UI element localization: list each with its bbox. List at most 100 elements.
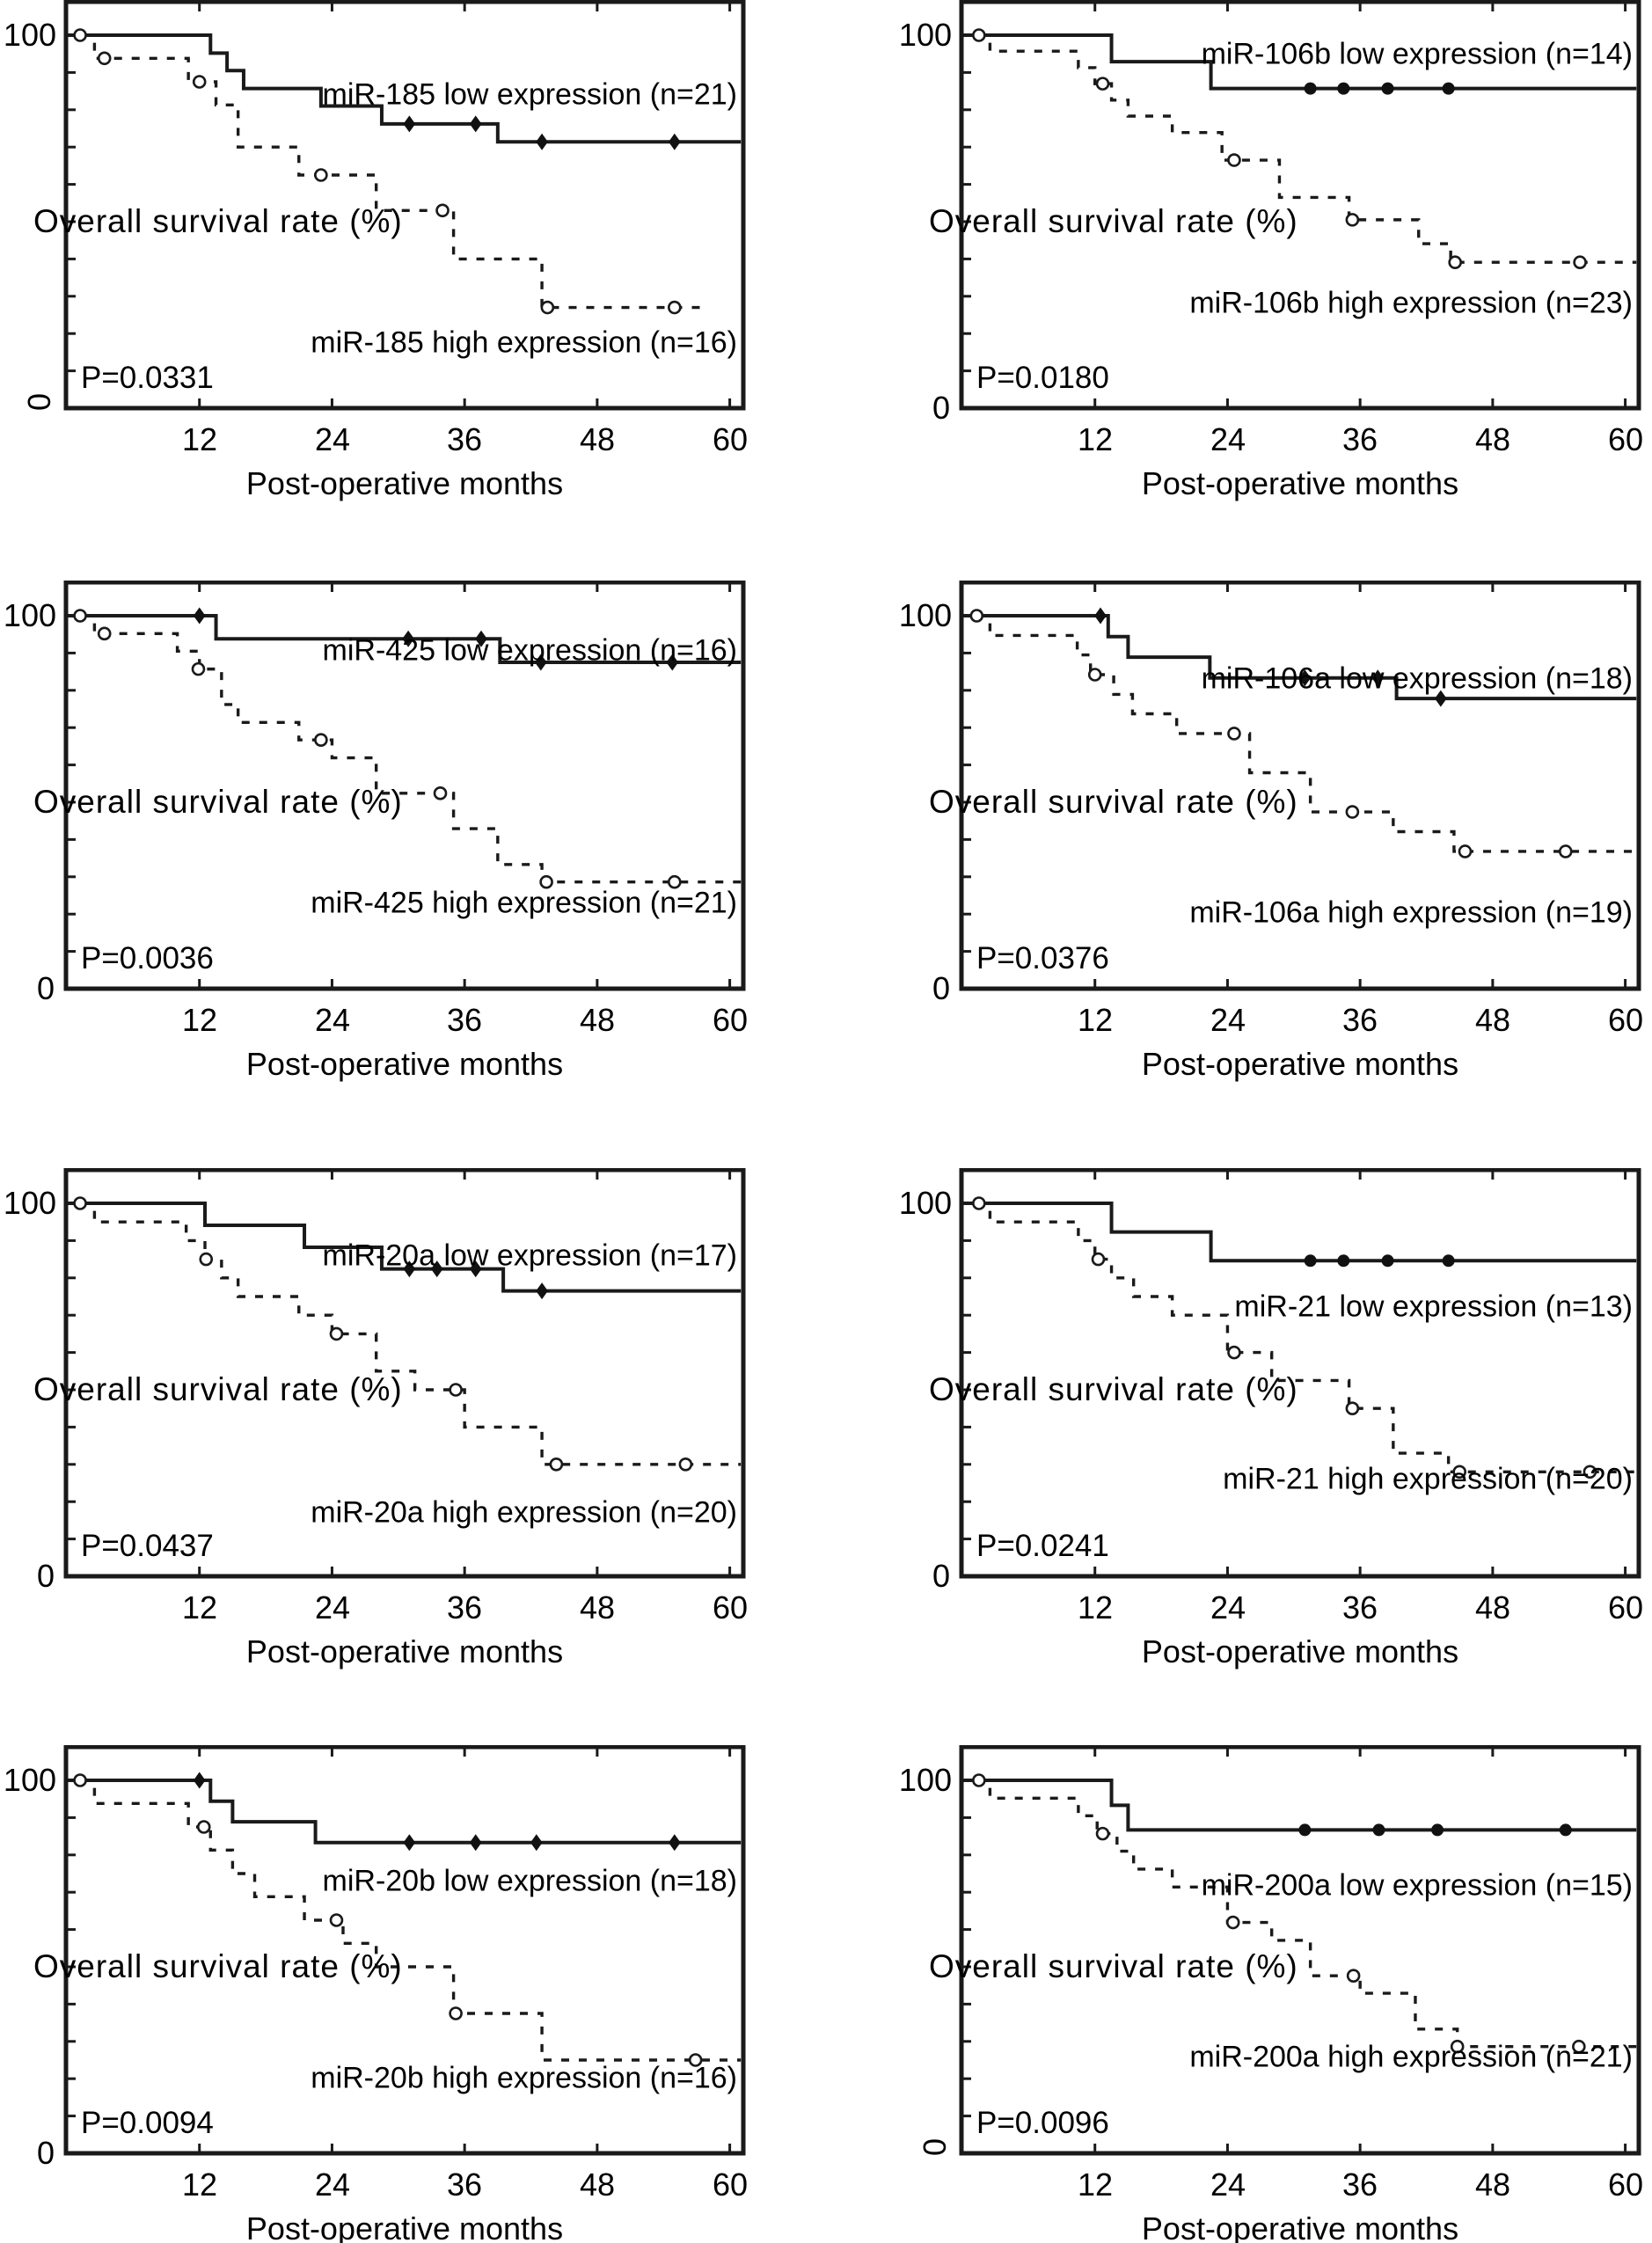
legend-low-expression: miR-20a low expression (n=17) (322, 1238, 737, 1273)
survival-panel-miR-200a: Overall survival rate (%) 100 0 miR-200a… (895, 1745, 1652, 2243)
x-axis-title: Post-operative months (1141, 2210, 1459, 2243)
survival-panel-miR-20b: Overall survival rate (%) 100 0 miR-20b … (0, 1745, 757, 2243)
x-tick-label: 12 (181, 2166, 218, 2203)
x-tick-label: 60 (712, 421, 749, 457)
p-value-label: P=0.0036 (81, 941, 214, 975)
legend-high-expression: miR-21 high expression (n=20) (1223, 1462, 1633, 1496)
p-value-label: P=0.0241 (976, 1529, 1109, 1563)
x-tick-label: 36 (446, 1002, 483, 1038)
x-tick-label: 60 (712, 2166, 749, 2203)
y-tick-label-100: 100 (898, 17, 952, 53)
x-tick-label: 12 (181, 1002, 218, 1038)
y-axis-title: Overall survival rate (%) (33, 1371, 403, 1407)
p-value-label: P=0.0096 (976, 2106, 1109, 2140)
x-tick-label: 48 (579, 1002, 616, 1038)
survival-panel-miR-20a: Overall survival rate (%) 100 0 miR-20a … (0, 1168, 757, 1749)
legend-low-expression: miR-20b low expression (n=18) (322, 1864, 737, 1898)
x-tick-label: 48 (1474, 2166, 1511, 2203)
x-axis-title: Post-operative months (1141, 465, 1459, 501)
x-tick-label: 60 (712, 1589, 749, 1626)
legend-low-expression: miR-185 low expression (n=21) (322, 77, 737, 112)
y-tick-label-100: 100 (3, 1185, 56, 1221)
x-tick-label: 24 (1210, 1002, 1246, 1038)
x-tick-label: 48 (1474, 421, 1511, 457)
y-tick-label-100: 100 (898, 1185, 952, 1221)
p-value-label: P=0.0376 (976, 941, 1109, 975)
km-curve-plot (63, 581, 746, 991)
x-tick-label: 48 (579, 2166, 616, 2203)
y-tick-label-0: 0 (36, 1558, 55, 1594)
x-tick-label: 48 (579, 421, 616, 457)
x-axis-title: Post-operative months (245, 1633, 564, 1669)
x-tick-label: 60 (1607, 2166, 1644, 2203)
x-tick-label: 48 (1474, 1589, 1511, 1626)
x-tick-label: 60 (1607, 1589, 1644, 1626)
legend-low-expression: miR-106b low expression (n=14) (1201, 37, 1633, 71)
km-curve-plot (63, 1168, 746, 1579)
p-value-label: P=0.0180 (976, 361, 1109, 395)
x-tick-label: 36 (1341, 1589, 1378, 1626)
x-tick-label: 12 (1077, 1589, 1114, 1626)
legend-high-expression: miR-20b high expression (n=16) (311, 2061, 737, 2095)
x-tick-label: 36 (1341, 2166, 1378, 2203)
p-value-label: P=0.0437 (81, 1529, 214, 1563)
x-tick-label: 24 (314, 421, 351, 457)
y-axis-title: Overall survival rate (%) (929, 1371, 1298, 1407)
survival-panel-miR-425: Overall survival rate (%) 100 0 miR-425 … (0, 581, 757, 1161)
x-tick-label: 12 (1077, 1002, 1114, 1038)
x-tick-label: 24 (314, 1002, 351, 1038)
x-tick-label: 60 (1607, 421, 1644, 457)
x-tick-label: 24 (314, 2166, 351, 2203)
y-tick-label-100: 100 (898, 597, 952, 633)
legend-low-expression: miR-21 low expression (n=13) (1234, 1290, 1633, 1324)
x-tick-label: 12 (1077, 421, 1114, 457)
y-tick-label-0: 0 (21, 393, 57, 412)
x-tick-label: 48 (1474, 1002, 1511, 1038)
x-tick-label: 12 (181, 1589, 218, 1626)
y-axis-title: Overall survival rate (%) (33, 1948, 403, 1984)
legend-high-expression: miR-185 high expression (n=16) (311, 325, 737, 360)
km-curve-plot (959, 581, 1641, 991)
p-value-label: P=0.0094 (81, 2106, 214, 2140)
x-tick-label: 48 (579, 1589, 616, 1626)
x-tick-label: 36 (446, 421, 483, 457)
x-axis-title: Post-operative months (1141, 1046, 1459, 1082)
x-tick-label: 36 (446, 1589, 483, 1626)
x-tick-label: 24 (1210, 2166, 1246, 2203)
x-tick-label: 12 (181, 421, 218, 457)
km-curve-plot (959, 1168, 1641, 1579)
x-tick-label: 24 (1210, 421, 1246, 457)
y-tick-label-0: 0 (36, 2135, 55, 2171)
survival-panel-miR-106b: Overall survival rate (%) 100 0 miR-106b… (895, 0, 1652, 581)
y-tick-label-0: 0 (917, 2138, 953, 2157)
y-tick-label-100: 100 (3, 17, 56, 53)
y-axis-title: Overall survival rate (%) (929, 784, 1298, 820)
y-tick-label-0: 0 (932, 970, 950, 1006)
legend-low-expression: miR-200a low expression (n=15) (1201, 1868, 1633, 1903)
y-tick-label-0: 0 (36, 970, 55, 1006)
km-curve-plot (959, 1745, 1641, 2156)
x-tick-label: 36 (1341, 421, 1378, 457)
y-axis-title: Overall survival rate (%) (929, 203, 1298, 239)
y-tick-label-0: 0 (932, 390, 950, 426)
legend-low-expression: miR-425 low expression (n=16) (322, 633, 737, 668)
x-tick-label: 24 (1210, 1589, 1246, 1626)
legend-high-expression: miR-425 high expression (n=21) (311, 886, 737, 920)
x-axis-title: Post-operative months (245, 1046, 564, 1082)
x-axis-title: Post-operative months (1141, 1633, 1459, 1669)
km-curve-plot (63, 0, 746, 411)
y-tick-label-0: 0 (932, 1558, 950, 1594)
y-tick-label-100: 100 (898, 1762, 952, 1798)
survival-panel-miR-21: Overall survival rate (%) 100 0 miR-21 l… (895, 1168, 1652, 1749)
y-axis-title: Overall survival rate (%) (33, 784, 403, 820)
legend-low-expression: miR-106a low expression (n=18) (1201, 661, 1633, 696)
survival-panel-miR-106a: Overall survival rate (%) 100 0 miR-106a… (895, 581, 1652, 1161)
x-tick-label: 24 (314, 1589, 351, 1626)
legend-high-expression: miR-106a high expression (n=19) (1189, 895, 1633, 930)
legend-high-expression: miR-20a high expression (n=20) (311, 1495, 737, 1530)
y-axis-title: Overall survival rate (%) (33, 203, 403, 239)
p-value-label: P=0.0331 (81, 361, 214, 395)
survival-panel-miR-185: Overall survival rate (%) 100 0 miR-185 … (0, 0, 757, 581)
km-curve-plot (959, 0, 1641, 411)
